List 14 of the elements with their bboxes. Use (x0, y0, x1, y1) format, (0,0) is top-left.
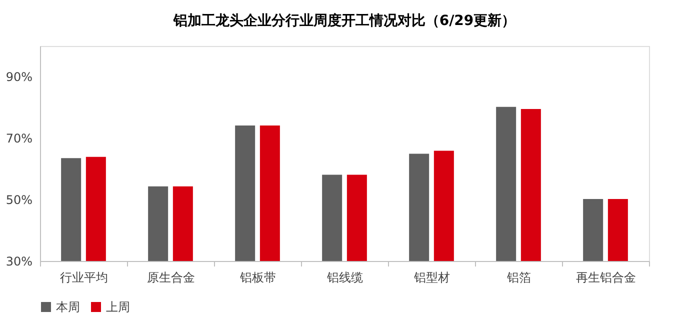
y-tick-label: 70% (6, 132, 32, 146)
x-tick-label: 铝型材 (413, 270, 450, 284)
legend-label: 本周 (56, 300, 80, 314)
x-tick-label: 铝板带 (239, 270, 276, 284)
x-tick-label: 铝箔 (506, 270, 531, 284)
y-tick-label: 90% (6, 70, 32, 84)
legend-label: 上周 (106, 300, 130, 314)
x-tick-label: 再生铝合金 (576, 270, 636, 284)
y-tick-label: 50% (6, 193, 32, 208)
chart-title: 铝加工龙头企业分行业周度开工情况对比（6/29更新） (172, 12, 516, 29)
x-tick-label: 铝线缆 (326, 270, 363, 284)
x-tick-label: 行业平均 (60, 270, 108, 284)
y-tick-label: 30% (6, 254, 32, 268)
x-tick-label: 原生合金 (147, 270, 195, 284)
